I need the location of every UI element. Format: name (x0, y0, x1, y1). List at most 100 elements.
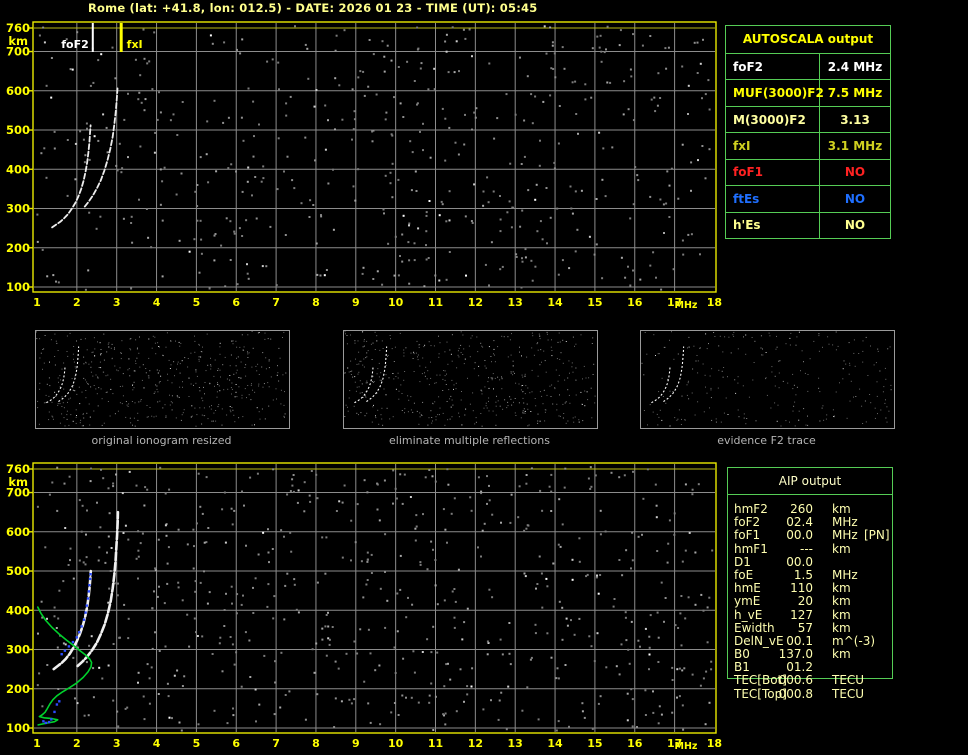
aip-unit: TECU (832, 686, 865, 701)
aip-value: --- (800, 541, 813, 556)
y-tick-label: 600 (6, 84, 30, 98)
y-tick-label: 400 (6, 162, 30, 176)
aip-row: foF2 02.4 MHz (728, 515, 894, 530)
aip-row: Ewidth 57 km (728, 620, 894, 635)
x-trace (83, 87, 119, 208)
thumbnail-caption: original ionogram resized (91, 434, 232, 447)
aip-param: hmF2 (734, 502, 768, 516)
x-tick-label: 2 (73, 737, 81, 750)
thumbnail-eliminate-reflections (343, 330, 598, 429)
aip-row: ymE 20 km (728, 595, 894, 608)
table-row: fxI 3.1 MHz (726, 133, 890, 160)
y-tick-label: 600 (6, 525, 30, 539)
param-label: foF2 (726, 54, 820, 80)
x-tick-label: 14 (547, 296, 563, 309)
aip-unit: MHz (832, 515, 858, 530)
o-trace (46, 367, 66, 404)
x-tick-label: 6 (232, 296, 240, 309)
aip-row: hmF2 260 km (728, 502, 894, 516)
param-value: 7.5 MHz (827, 86, 883, 101)
aip-value: 00.1 (786, 633, 813, 648)
aip-param: B0 (734, 647, 750, 662)
aip-row: hmE 110 km (728, 581, 894, 596)
x-tick-label: 3 (113, 296, 121, 309)
y-tick-label: 200 (6, 682, 30, 696)
aip-table-header: AIP output (728, 468, 892, 495)
aip-value: 000.8 (778, 686, 813, 701)
aip-value: 137.0 (778, 647, 813, 662)
param-label: M(3000)F2 (726, 106, 820, 133)
x-tick-label: 9 (352, 296, 360, 309)
y-tick-label: 400 (6, 603, 30, 617)
aip-param: foE (734, 567, 754, 582)
aip-row: h_vE 127 km (728, 607, 894, 622)
aip-value: 127 (790, 607, 813, 622)
x-tick-label: 8 (312, 737, 320, 750)
aip-unit: TECU (832, 673, 865, 688)
y-tick-label: 500 (6, 123, 30, 137)
aip-output-table: AIP output hmF2 260 km foF2 02.4 MHz foF1 00.0 M… (727, 467, 894, 700)
aip-row: B0 137.0 km (728, 647, 894, 662)
table-row: M(3000)F2 3.13 (726, 106, 890, 134)
aip-param: DelN_vE (734, 633, 784, 648)
autoscala-output-table: AUTOSCALA output foF2 2.4 MHz MUF(3000)F2 7… (725, 25, 891, 239)
noise-layer (36, 466, 714, 732)
aip-param: D1 (734, 554, 751, 569)
table-row: ftEs NO (726, 186, 890, 213)
aip-param: hmE (734, 581, 761, 596)
aip-unit: km (832, 620, 851, 635)
aip-value: 110 (790, 581, 813, 596)
fxI-marker-line (119, 23, 123, 52)
page-title: Rome (lat: +41.8, lon: 012.5) - DATE: 20… (88, 1, 538, 15)
x-tick-label: 11 (428, 296, 443, 309)
x-unit-label: MHz (675, 741, 698, 752)
param-value: NO (844, 218, 866, 233)
x-tick-label: 15 (587, 296, 602, 309)
y-tick-label: 100 (6, 280, 30, 294)
aip-value: 01.2 (786, 660, 813, 675)
aip-flag: [PN] (864, 528, 890, 543)
y-tick-label: 300 (6, 202, 30, 216)
aip-row: TEC[Top] 000.8 TECU (728, 686, 894, 701)
aip-value: 57 (797, 620, 813, 635)
y-tick-label: 500 (6, 564, 30, 578)
plot-border (32, 462, 717, 734)
x-tick-label: 13 (508, 737, 523, 750)
x-tick-label: 16 (627, 737, 643, 750)
aip-unit: km (832, 647, 851, 662)
aip-param: h_vE (734, 607, 763, 622)
x-trace (366, 346, 388, 403)
aip-row: foE 1.5 MHz (728, 567, 894, 582)
aip-unit: km (832, 581, 851, 596)
x-tick-label: 4 (153, 296, 161, 309)
aip-row: TEC[Bot] 000.6 TECU (728, 674, 894, 687)
x-trace (58, 346, 80, 403)
x-tick-label: 2 (73, 296, 81, 309)
x-unit-label: MHz (675, 300, 698, 311)
aip-param: Ewidth (734, 620, 775, 635)
table-row: foF1 NO (726, 159, 890, 187)
y-tick-label: 100 (6, 721, 30, 735)
aip-value: 20 (797, 594, 813, 609)
aip-row: foF1 00.0 MHz [PN] (728, 529, 894, 542)
table-row: MUF(3000)F2 7.5 MHz (726, 80, 890, 107)
param-value: 3.1 MHz (827, 138, 883, 153)
autoscala-table-header: AUTOSCALA output (726, 26, 890, 54)
aip-value: 000.6 (778, 673, 813, 688)
x-tick-label: 11 (428, 737, 443, 750)
aip-unit: km (832, 607, 851, 622)
aip-row: DelN_vE 00.1 m^(-3) (728, 633, 894, 648)
x-tick-label: 10 (388, 737, 404, 750)
x-tick-label: 6 (232, 737, 240, 750)
y-tick-label: 760 (6, 462, 30, 476)
aip-param: foF2 (734, 515, 761, 530)
param-value: 3.13 (840, 112, 870, 127)
aip-param: B1 (734, 660, 750, 675)
x-trace (76, 510, 120, 668)
x-tick-label: 7 (272, 296, 280, 309)
foF2-marker-line (91, 23, 94, 52)
param-value: NO (844, 191, 866, 206)
x-trace (663, 346, 685, 403)
